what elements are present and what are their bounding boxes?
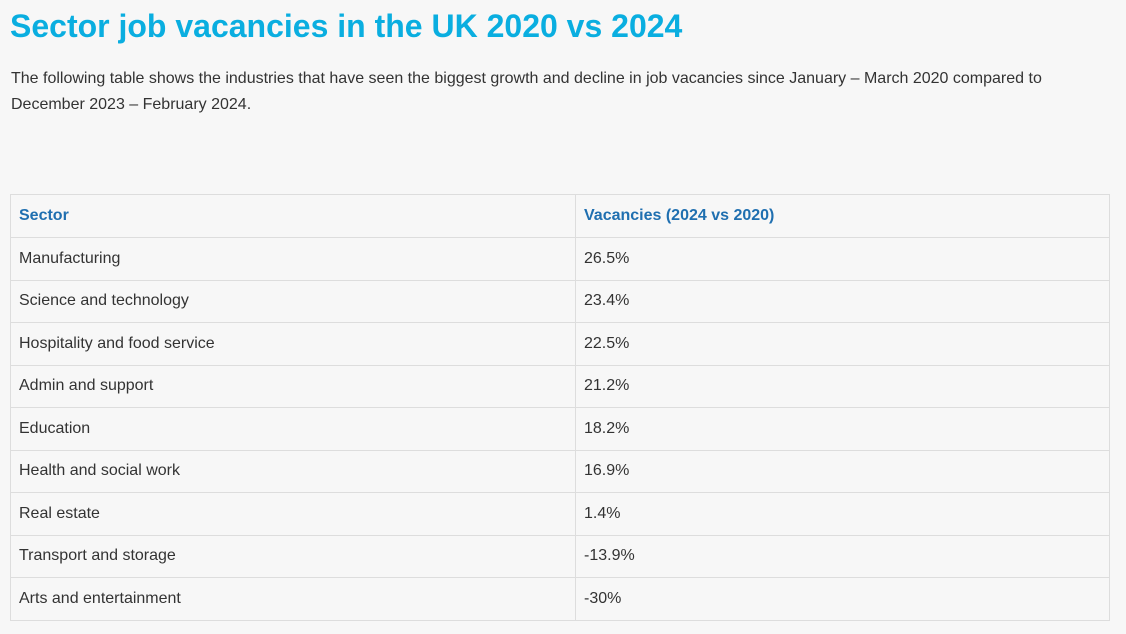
vacancy-change-cell: -30% bbox=[575, 577, 1110, 621]
vacancy-change-cell: 18.2% bbox=[575, 407, 1110, 451]
sector-cell: Manufacturing bbox=[10, 237, 576, 281]
table-row: Health and social work 16.9% bbox=[10, 449, 1110, 493]
sector-cell: Real estate bbox=[10, 492, 576, 536]
page-title: Sector job vacancies in the UK 2020 vs 2… bbox=[10, 8, 683, 44]
table-row: Science and technology 23.4% bbox=[10, 279, 1110, 323]
vacancy-change-cell: 22.5% bbox=[575, 322, 1110, 366]
table-row: Real estate 1.4% bbox=[10, 492, 1110, 536]
vacancy-change-cell: 23.4% bbox=[575, 279, 1110, 323]
vacancies-table: Sector Vacancies (2024 vs 2020) Manufact… bbox=[10, 194, 1110, 621]
sector-cell: Admin and support bbox=[10, 364, 576, 408]
sector-cell: Transport and storage bbox=[10, 534, 576, 578]
vacancy-change-cell: 21.2% bbox=[575, 364, 1110, 408]
sector-cell: Arts and entertainment bbox=[10, 577, 576, 621]
vacancy-change-cell: 1.4% bbox=[575, 492, 1110, 536]
intro-paragraph: The following table shows the industries… bbox=[11, 70, 1042, 113]
table-row: Admin and support 21.2% bbox=[10, 364, 1110, 408]
sector-cell: Hospitality and food service bbox=[10, 322, 576, 366]
table-row: Hospitality and food service 22.5% bbox=[10, 322, 1110, 366]
sector-cell: Education bbox=[10, 407, 576, 451]
table-row: Transport and storage -13.9% bbox=[10, 534, 1110, 578]
vacancy-change-cell: 16.9% bbox=[575, 449, 1110, 493]
sector-cell: Science and technology bbox=[10, 279, 576, 323]
table-header-row: Sector Vacancies (2024 vs 2020) bbox=[10, 194, 1110, 238]
column-header-vacancies: Vacancies (2024 vs 2020) bbox=[575, 194, 1110, 238]
table-row: Education 18.2% bbox=[10, 407, 1110, 451]
vacancy-change-cell: -13.9% bbox=[575, 534, 1110, 578]
column-header-sector: Sector bbox=[10, 194, 576, 238]
table-row: Arts and entertainment -30% bbox=[10, 577, 1110, 621]
sector-cell: Health and social work bbox=[10, 449, 576, 493]
table-row: Manufacturing 26.5% bbox=[10, 237, 1110, 281]
vacancy-change-cell: 26.5% bbox=[575, 237, 1110, 281]
